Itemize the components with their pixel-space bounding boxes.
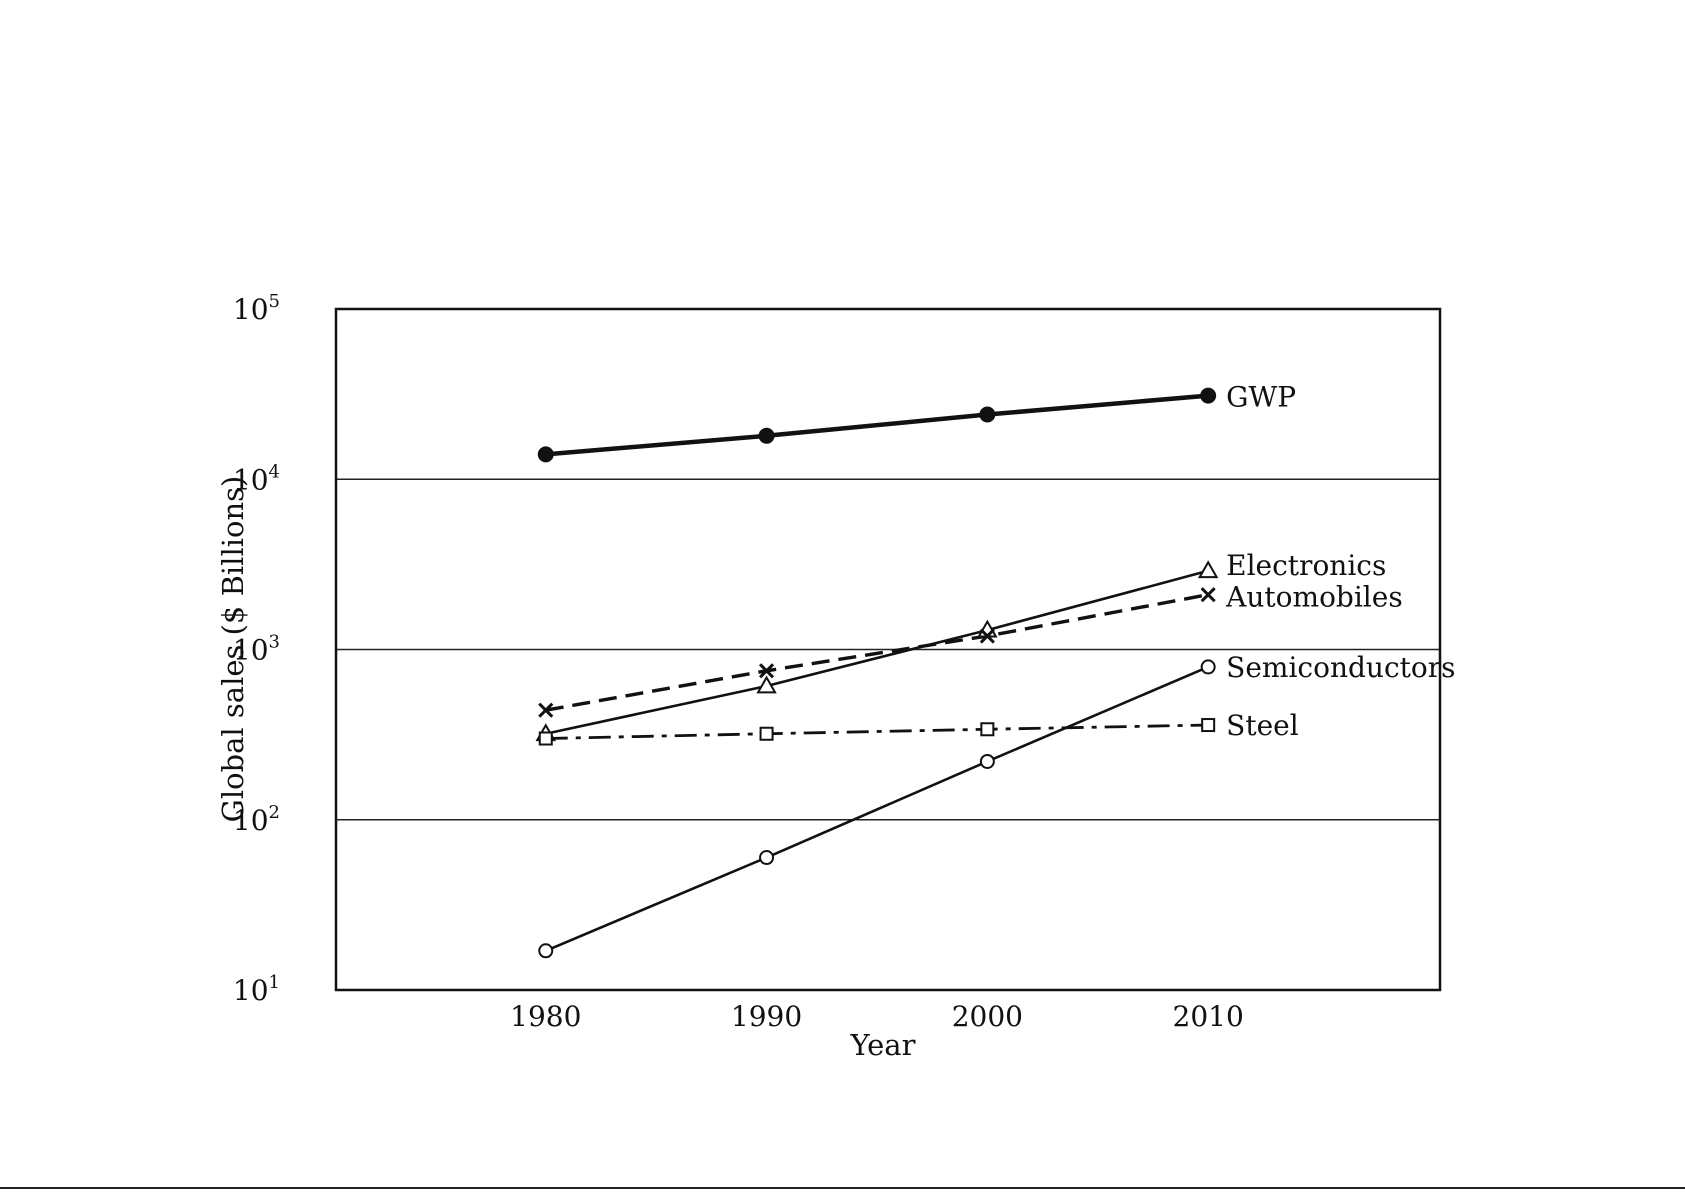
data-point xyxy=(756,675,777,694)
y-axis-title: Global sales ($ Billions) xyxy=(216,476,250,823)
series-lines xyxy=(545,393,1209,952)
gridlines xyxy=(336,478,1440,821)
series-label: Automobiles xyxy=(1225,581,1403,614)
y-tick-exponent: 3 xyxy=(269,632,280,653)
data-point xyxy=(979,753,995,769)
series-line xyxy=(545,665,1209,952)
series-line xyxy=(545,569,1209,736)
series-label: Semiconductors xyxy=(1226,651,1455,684)
y-tick-exponent: 4 xyxy=(269,461,280,482)
data-point xyxy=(1200,659,1216,675)
data-point xyxy=(980,722,995,737)
plot-frame xyxy=(334,307,1442,992)
y-tick-exponent: 1 xyxy=(269,972,280,993)
series-line xyxy=(545,393,1209,457)
data-point xyxy=(759,850,775,866)
data-point xyxy=(538,731,553,746)
y-tick-label: 102 xyxy=(233,802,280,837)
series-markers xyxy=(535,387,1219,959)
data-point xyxy=(538,943,554,959)
data-point xyxy=(537,446,554,463)
x-axis-title: Year xyxy=(850,1028,916,1062)
y-tick-exponent: 5 xyxy=(269,291,280,312)
x-tick-label: 1980 xyxy=(510,1000,581,1033)
x-tick-label: 1990 xyxy=(731,1000,802,1033)
data-point xyxy=(1200,587,1216,603)
data-point xyxy=(1197,560,1219,579)
data-point xyxy=(538,702,554,718)
y-tick-label: 105 xyxy=(233,291,280,326)
series-label: Electronics xyxy=(1226,549,1386,582)
series-label: GWP xyxy=(1226,381,1296,414)
data-point xyxy=(1200,387,1217,404)
series-label: Steel xyxy=(1226,709,1299,742)
data-point xyxy=(979,406,996,423)
bottom-rule xyxy=(0,1187,1685,1189)
x-tick-label: 2000 xyxy=(952,1000,1023,1033)
data-point xyxy=(1201,718,1216,733)
data-point xyxy=(758,663,775,679)
y-tick-label: 101 xyxy=(233,972,280,1007)
data-point xyxy=(759,726,774,741)
data-point xyxy=(979,628,995,644)
series-line xyxy=(545,723,1209,740)
data-point xyxy=(758,427,775,444)
x-tick-label: 2010 xyxy=(1173,1000,1244,1033)
series-line xyxy=(545,592,1209,712)
y-tick-exponent: 2 xyxy=(269,802,280,823)
